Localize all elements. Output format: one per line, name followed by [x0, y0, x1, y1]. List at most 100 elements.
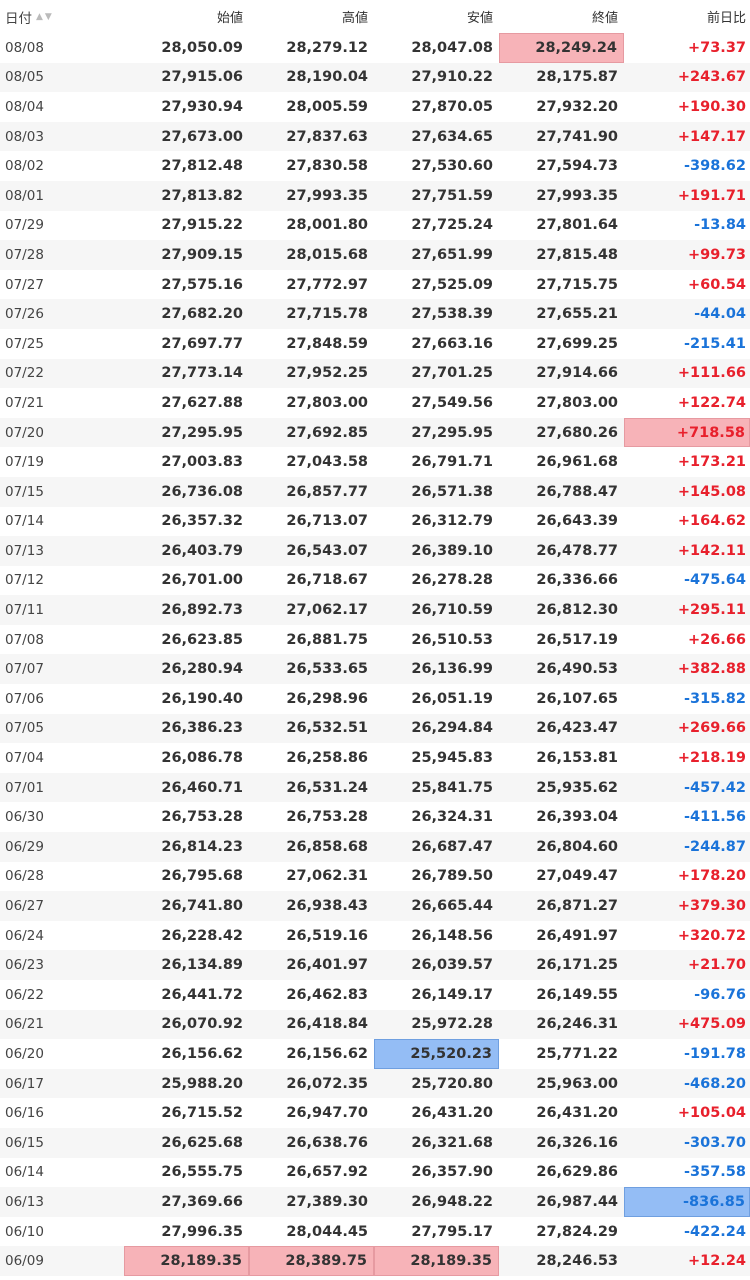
- open-cell: 27,909.15: [161, 246, 243, 263]
- close-cell: 28,175.87: [536, 69, 618, 86]
- close-cell: 27,803.00: [536, 394, 618, 411]
- low-cell: 27,295.95: [411, 424, 493, 441]
- change-cell: -422.24: [684, 1223, 746, 1240]
- open-cell: 26,357.32: [161, 513, 243, 530]
- open-cell: 26,070.92: [161, 1016, 243, 1033]
- change-cell: -411.56: [684, 809, 746, 826]
- open-cell: 26,795.68: [161, 868, 243, 885]
- change-cell: +382.88: [677, 661, 746, 678]
- open-cell: 26,736.08: [161, 483, 243, 500]
- change-cell: -96.76: [694, 986, 746, 1003]
- change-cell: -44.04: [694, 306, 746, 323]
- low-cell: 26,149.17: [411, 986, 493, 1003]
- low-cell: 27,725.24: [411, 217, 493, 234]
- sort-arrows-icon[interactable]: ▲▼: [36, 11, 54, 22]
- close-cell: 27,824.29: [536, 1223, 618, 1240]
- change-cell: +99.73: [687, 246, 746, 263]
- low-cell: 26,948.22: [411, 1193, 493, 1210]
- header-open: 始値: [216, 11, 243, 26]
- change-cell: -244.87: [684, 838, 746, 855]
- header-date-label: 日付: [5, 10, 32, 27]
- open-cell: 27,915.22: [161, 217, 243, 234]
- open-cell: 27,003.83: [161, 454, 243, 471]
- open-cell: 26,156.62: [161, 1045, 243, 1062]
- close-cell: 26,490.53: [536, 661, 618, 678]
- close-cell: 28,246.53: [536, 1253, 618, 1270]
- table-row: 08/02 27,812.48 27,830.58 27,530.60 27,594.7…: [0, 151, 750, 181]
- close-cell: 26,431.20: [536, 1105, 618, 1122]
- date-cell: 06/29: [5, 838, 44, 855]
- close-cell: 26,788.47: [536, 483, 618, 500]
- change-cell: -357.58: [684, 1164, 746, 1181]
- high-cell: 26,462.83: [286, 986, 368, 1003]
- high-cell: 26,753.28: [286, 809, 368, 826]
- change-cell: +178.20: [677, 868, 746, 885]
- date-cell: 06/09: [5, 1253, 44, 1270]
- low-cell: 27,538.39: [411, 306, 493, 323]
- open-cell: 26,228.42: [161, 927, 243, 944]
- date-cell: 06/30: [5, 809, 44, 826]
- change-cell: +145.08: [677, 483, 746, 500]
- low-cell: 27,795.17: [411, 1223, 493, 1240]
- change-cell: -191.78: [684, 1045, 746, 1062]
- open-cell: 27,996.35: [161, 1223, 243, 1240]
- date-cell: 07/01: [5, 779, 44, 796]
- open-cell: 27,627.88: [161, 394, 243, 411]
- header-close: 終値: [591, 11, 618, 26]
- high-cell: 28,005.59: [286, 98, 368, 115]
- low-cell: 26,789.50: [411, 868, 493, 885]
- high-cell: 27,389.30: [286, 1193, 368, 1210]
- low-cell: 26,321.68: [411, 1134, 493, 1151]
- date-cell: 07/07: [5, 661, 44, 678]
- low-cell: 25,720.80: [411, 1075, 493, 1092]
- open-cell: 27,812.48: [161, 158, 243, 175]
- close-cell: 26,107.65: [536, 690, 618, 707]
- low-cell: 28,189.35: [374, 1246, 499, 1276]
- header-date[interactable]: 日付 ▲▼: [0, 0, 124, 33]
- open-cell: 26,134.89: [161, 957, 243, 974]
- table-row: 06/23 26,134.89 26,401.97 26,039.57 26,171.2…: [0, 950, 750, 980]
- high-cell: 26,418.84: [286, 1016, 368, 1033]
- high-cell: 26,947.70: [286, 1105, 368, 1122]
- low-cell: 27,530.60: [411, 158, 493, 175]
- low-cell: 28,047.08: [411, 39, 493, 56]
- table-row: 07/14 26,357.32 26,713.07 26,312.79 26,643.3…: [0, 507, 750, 537]
- low-cell: 27,651.99: [411, 246, 493, 263]
- date-cell: 07/19: [5, 454, 44, 471]
- change-cell: +60.54: [687, 276, 746, 293]
- low-cell: 26,039.57: [411, 957, 493, 974]
- high-cell: 26,638.76: [286, 1134, 368, 1151]
- table-row: 08/08 28,050.09 28,279.12 28,047.08 28,249.2…: [0, 33, 750, 63]
- low-cell: 26,665.44: [411, 898, 493, 915]
- date-cell: 06/28: [5, 868, 44, 885]
- high-cell: 26,713.07: [286, 513, 368, 530]
- open-cell: 27,813.82: [161, 187, 243, 204]
- date-cell: 06/21: [5, 1016, 44, 1033]
- close-cell: 25,963.00: [536, 1075, 618, 1092]
- date-cell: 06/17: [5, 1075, 44, 1092]
- close-cell: 27,594.73: [536, 158, 618, 175]
- high-cell: 28,044.45: [286, 1223, 368, 1240]
- table-row: 07/20 27,295.95 27,692.85 27,295.95 27,680.2…: [0, 417, 750, 448]
- table-body: 08/08 28,050.09 28,279.12 28,047.08 28,249.2…: [0, 33, 750, 1276]
- change-cell: +295.11: [677, 602, 746, 619]
- table-row: 07/12 26,701.00 26,718.67 26,278.28 26,336.6…: [0, 566, 750, 596]
- close-cell: 26,153.81: [536, 750, 618, 767]
- change-cell: -836.85: [624, 1187, 750, 1217]
- date-cell: 06/14: [5, 1164, 44, 1181]
- table-row: 06/21 26,070.92 26,418.84 25,972.28 26,246.3…: [0, 1009, 750, 1040]
- table-row: 07/05 26,386.23 26,532.51 26,294.84 26,423.4…: [0, 713, 750, 744]
- table-row: 07/29 27,915.22 28,001.80 27,725.24 27,801.6…: [0, 211, 750, 241]
- high-cell: 26,858.68: [286, 838, 368, 855]
- high-cell: 26,532.51: [286, 720, 368, 737]
- change-cell: +142.11: [677, 542, 746, 559]
- low-cell: 26,278.28: [411, 572, 493, 589]
- date-cell: 07/26: [5, 306, 44, 323]
- open-cell: 26,623.85: [161, 631, 243, 648]
- low-cell: 26,571.38: [411, 483, 493, 500]
- close-cell: 26,246.31: [536, 1016, 618, 1033]
- low-cell: 26,051.19: [411, 690, 493, 707]
- date-cell: 07/28: [5, 246, 44, 263]
- change-cell: +320.72: [677, 927, 746, 944]
- change-cell: +122.74: [677, 394, 746, 411]
